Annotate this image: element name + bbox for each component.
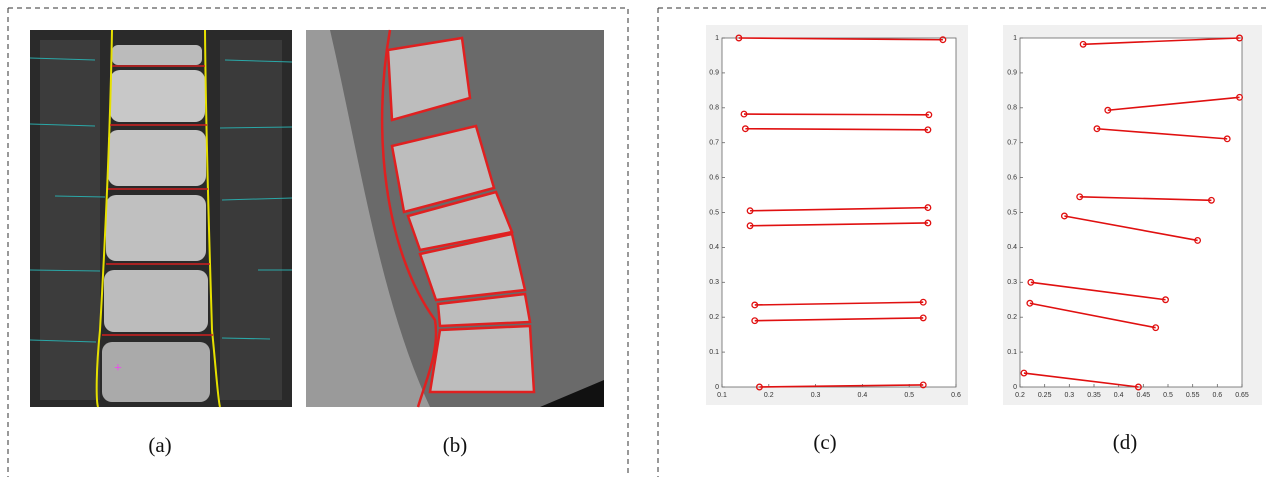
y-tick-label: 0.3: [1007, 279, 1017, 286]
y-tick-label: 0.7: [1007, 140, 1017, 147]
ct-sagittal-image: [306, 30, 604, 407]
x-tick-label: 0.3: [811, 392, 821, 399]
x-tick-label: 0.5: [904, 392, 914, 399]
y-tick-label: 0.4: [709, 244, 719, 251]
x-tick-label: 0.2: [1015, 392, 1025, 399]
x-tick-label: 0.2: [764, 392, 774, 399]
y-tick-label: 0.6: [1007, 174, 1017, 181]
svg-text:+: +: [114, 361, 122, 376]
y-tick-label: 0.8: [1007, 105, 1017, 112]
y-tick-label: 0.1: [709, 349, 719, 356]
y-tick-label: 0: [1013, 384, 1017, 391]
plot-area: [1020, 38, 1242, 387]
y-tick-label: 1: [715, 35, 719, 42]
x-tick-label: 0.65: [1235, 392, 1249, 399]
ct-coronal-image: +: [30, 30, 292, 407]
y-tick-label: 1: [1013, 35, 1017, 42]
y-tick-label: 0.7: [709, 140, 719, 147]
x-tick-label: 0.1: [717, 392, 727, 399]
x-tick-label: 0.6: [1212, 392, 1222, 399]
y-tick-label: 0.5: [709, 209, 719, 216]
caption: (c): [813, 430, 836, 454]
x-tick-label: 0.4: [858, 392, 868, 399]
y-tick-label: 0.6: [709, 174, 719, 181]
y-tick-label: 0.9: [1007, 70, 1017, 77]
x-tick-label: 0.6: [951, 392, 961, 399]
page: + (a) (b) (c) (d) 00.10.20.30.40.50.60.7…: [0, 0, 1269, 477]
y-tick-label: 0.2: [709, 314, 719, 321]
x-tick-label: 0.35: [1087, 392, 1101, 399]
y-tick-label: 0.9: [709, 70, 719, 77]
caption: (d): [1113, 430, 1138, 454]
plot-area: [722, 38, 956, 387]
y-tick-label: 0.3: [709, 279, 719, 286]
x-tick-label: 0.3: [1064, 392, 1074, 399]
y-tick-label: 0.5: [1007, 209, 1017, 216]
caption: (a): [148, 433, 171, 457]
y-tick-label: 0.4: [1007, 244, 1017, 251]
y-tick-label: 0.1: [1007, 349, 1017, 356]
segment: [744, 114, 929, 115]
x-tick-label: 0.25: [1038, 392, 1052, 399]
x-tick-label: 0.4: [1114, 392, 1124, 399]
y-tick-label: 0.2: [1007, 314, 1017, 321]
x-tick-label: 0.55: [1186, 392, 1200, 399]
figure: + (a) (b) (c) (d) 00.10.20.30.40.50.60.7…: [0, 0, 1269, 477]
caption: (b): [443, 433, 468, 457]
y-tick-label: 0.8: [709, 105, 719, 112]
x-tick-label: 0.45: [1137, 392, 1151, 399]
x-tick-label: 0.5: [1163, 392, 1173, 399]
segment: [745, 129, 928, 130]
y-tick-label: 0: [715, 384, 719, 391]
